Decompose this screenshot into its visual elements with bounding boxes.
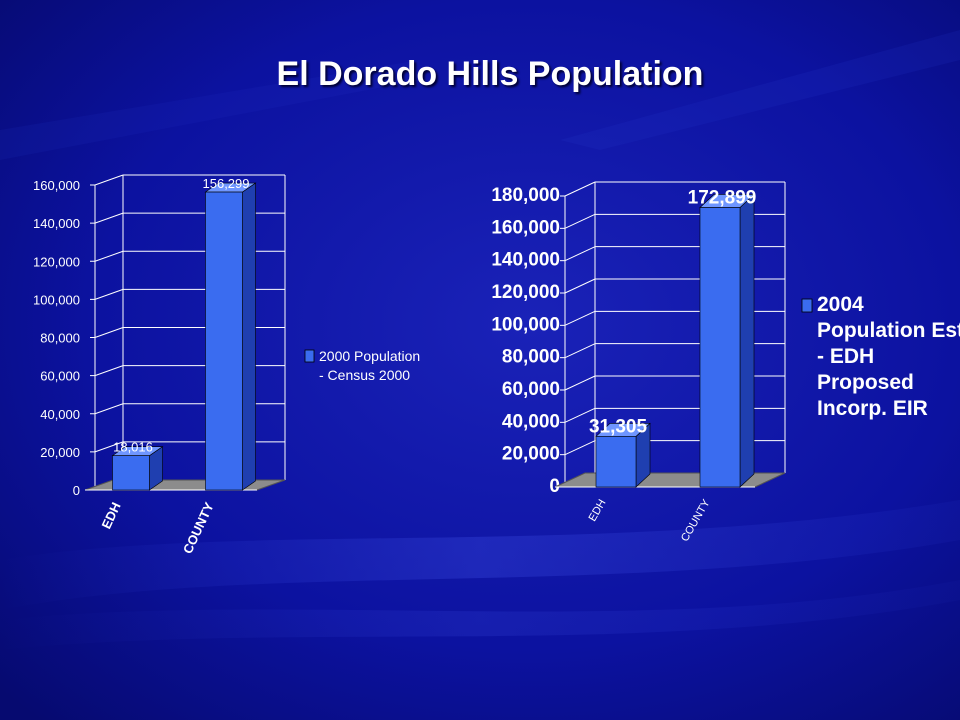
side-grid-line <box>94 174 124 186</box>
slide-title: El Dorado Hills Population <box>276 55 704 93</box>
legend-swatch <box>801 298 813 313</box>
y-tick-label: 100,000 <box>33 292 80 307</box>
side-grid-line <box>94 365 124 377</box>
side-grid-line <box>564 407 596 423</box>
side-grid-line <box>94 327 124 338</box>
y-tick-label: 80,000 <box>502 347 560 368</box>
y-tick-label: 0 <box>73 483 80 498</box>
side-grid-line <box>94 288 124 300</box>
y-tick-label: 60,000 <box>40 369 80 384</box>
bar-side <box>739 193 755 488</box>
legend-label: Proposed <box>817 371 914 394</box>
legend-label: - Census 2000 <box>319 367 410 383</box>
side-grid-line <box>564 375 596 391</box>
y-tick-label: 100,000 <box>491 314 560 335</box>
x-category-label: COUNTY <box>679 497 713 544</box>
bar <box>205 191 243 491</box>
side-grid-line <box>94 212 124 224</box>
side-grid-line <box>564 310 596 326</box>
y-tick-label: 160,000 <box>33 178 80 193</box>
side-grid-line <box>564 213 596 229</box>
y-tick-label: 40,000 <box>502 411 560 432</box>
y-tick-label: 140,000 <box>491 250 560 271</box>
y-tick-label: 160,000 <box>491 217 560 238</box>
data-label: 18,016 <box>113 440 153 455</box>
y-tick-label: 120,000 <box>491 282 560 303</box>
legend-label: 2004 <box>817 293 864 316</box>
y-tick-label: 20,000 <box>502 444 560 465</box>
data-label: 156,299 <box>203 176 250 191</box>
data-label: 172,899 <box>688 187 757 208</box>
side-grid-line <box>94 403 124 415</box>
bar <box>595 436 637 488</box>
legend-label: Population Est. <box>817 319 960 342</box>
y-tick-label: 40,000 <box>40 407 80 422</box>
y-tick-label: 180,000 <box>491 185 560 206</box>
y-tick-label: 140,000 <box>33 216 80 231</box>
y-tick-label: 0 <box>549 476 560 497</box>
side-grid-line <box>564 440 596 456</box>
side-grid-line <box>564 246 596 262</box>
y-tick-label: 120,000 <box>33 254 80 269</box>
side-grid-line <box>564 278 596 294</box>
y-tick-label: 20,000 <box>40 445 80 460</box>
side-grid-line <box>564 343 596 359</box>
bar <box>699 207 741 488</box>
legend-swatch <box>304 349 315 363</box>
side-grid-line <box>94 441 124 453</box>
legend-label: Incorp. EIR <box>817 397 928 420</box>
y-tick-label: 60,000 <box>502 379 560 400</box>
side-grid-line <box>94 250 124 262</box>
x-category-label: EDH <box>587 497 609 523</box>
legend-label: - EDH <box>817 345 874 368</box>
side-grid-line <box>564 181 596 197</box>
data-label: 31,305 <box>589 416 648 437</box>
bar <box>112 455 150 491</box>
legend-label: 2000 Population <box>319 348 420 364</box>
y-tick-label: 80,000 <box>40 331 80 346</box>
